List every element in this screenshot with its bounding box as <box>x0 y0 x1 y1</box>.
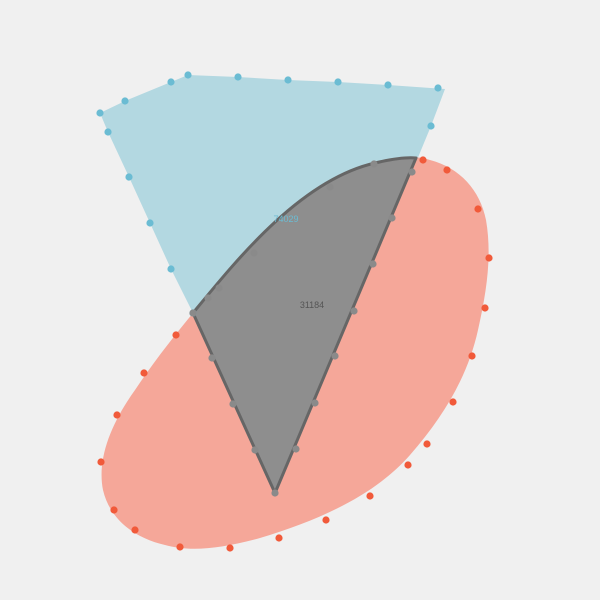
intersection-vertex-4 <box>326 183 334 191</box>
red-polygon-vertices <box>97 156 493 552</box>
intersection-vertex-7 <box>388 214 396 222</box>
blue-polygon-vertex-4 <box>234 73 242 81</box>
blue-polygon-vertex-13 <box>167 265 175 273</box>
blue-polygon-vertex-0 <box>96 109 104 117</box>
red-polygon-vertex-19 <box>172 331 180 339</box>
intersection-vertex-0 <box>189 309 197 317</box>
red-polygon-vertex-13 <box>176 543 184 551</box>
intersection-vertex-6 <box>408 168 416 176</box>
red-polygon-vertex-8 <box>404 461 412 469</box>
red-polygon-vertex-16 <box>97 458 105 466</box>
blue-polygon-vertex-9 <box>427 122 435 130</box>
intersection-area-label: 31184 <box>300 300 324 310</box>
intersection-vertex-10 <box>331 352 339 360</box>
red-polygon-vertex-7 <box>423 440 431 448</box>
red-polygon-vertex-1 <box>443 166 451 174</box>
intersection-vertices <box>189 160 416 497</box>
red-polygon-vertex-12 <box>226 544 234 552</box>
intersection-vertex-8 <box>369 260 377 268</box>
blue-polygon-vertices <box>96 71 442 317</box>
intersection-polygon <box>191 156 418 495</box>
red-polygon-vertex-0 <box>419 156 427 164</box>
red-polygon-vertex-15 <box>110 506 118 514</box>
blue-polygon-vertex-3 <box>184 71 192 79</box>
blue-polygon-vertex-6 <box>334 78 342 86</box>
intersection-vertex-15 <box>229 400 237 408</box>
red-polygon-vertex-3 <box>485 254 493 262</box>
red-polygon-vertex-6 <box>449 398 457 406</box>
intersection-vertex-16 <box>208 354 216 362</box>
blue-polygon-vertex-5 <box>284 76 292 84</box>
intersection-vertex-5 <box>370 160 378 168</box>
red-polygon-vertex-9 <box>366 492 374 500</box>
blue-polygon-area-label: 74029 <box>273 214 298 224</box>
red-polygon-vertex-18 <box>140 369 148 377</box>
blue-polygon-vertex-8 <box>434 84 442 92</box>
intersection-vertex-11 <box>311 399 319 407</box>
intersection-vertex-3 <box>250 249 258 257</box>
intersection-vertex-14 <box>251 446 259 454</box>
intersection-vertex-9 <box>350 307 358 315</box>
blue-polygon-vertex-2 <box>167 78 175 86</box>
red-polygon-vertex-2 <box>474 205 482 213</box>
red-polygon-vertex-17 <box>113 411 121 419</box>
blue-polygon-vertex-10 <box>125 173 133 181</box>
intersection-vertex-1 <box>204 294 212 302</box>
intersection-vertex-12 <box>292 445 300 453</box>
red-polygon-vertex-4 <box>481 304 489 312</box>
red-polygon-vertex-5 <box>468 352 476 360</box>
intersection-vertex-2 <box>215 284 223 292</box>
blue-polygon-vertex-12 <box>146 219 154 227</box>
blue-polygon-vertex-1 <box>121 97 129 105</box>
red-polygon-vertex-10 <box>322 516 330 524</box>
intersection-vertex-13 <box>271 489 279 497</box>
red-polygon-vertex-14 <box>131 526 139 534</box>
blue-polygon-vertex-11 <box>104 128 112 136</box>
red-polygon-vertex-11 <box>275 534 283 542</box>
blue-polygon-vertex-7 <box>384 81 392 89</box>
